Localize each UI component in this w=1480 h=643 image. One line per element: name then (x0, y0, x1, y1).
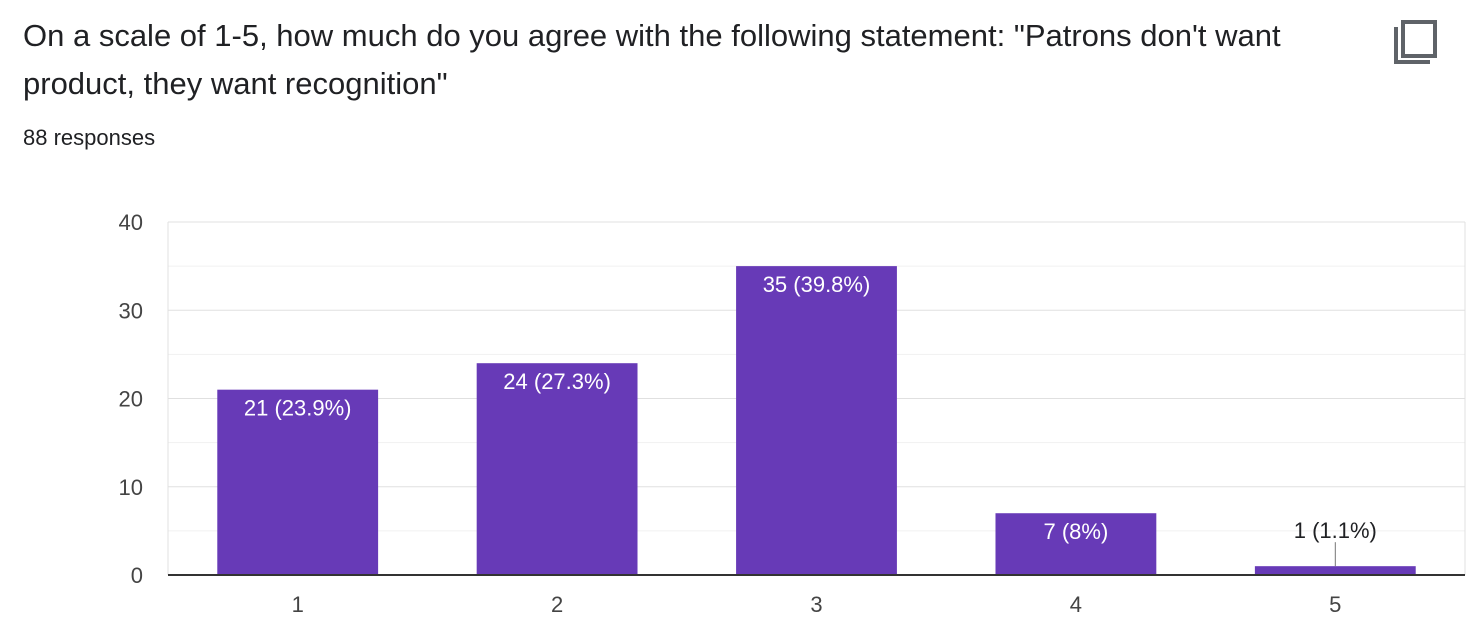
question-title: On a scale of 1-5, how much do you agree… (23, 18, 1281, 101)
data-label: 7 (8%) (1044, 519, 1109, 544)
bar-2 (476, 363, 638, 575)
y-tick-label: 10 (119, 475, 143, 500)
y-tick-label: 0 (131, 563, 143, 588)
copy-chart-button[interactable] (1392, 18, 1440, 66)
y-tick-label: 40 (119, 210, 143, 235)
x-tick-label: 3 (810, 592, 822, 617)
chart-bars (217, 266, 1416, 575)
chart-data-labels: 21 (23.9%) 24 (27.3%) 35 (39.8%) 7 (8%) 1 (1… (244, 272, 1377, 567)
copy-icon (1394, 20, 1437, 64)
bar-3 (736, 266, 897, 575)
bar-5 (1254, 566, 1416, 575)
x-tick-label: 5 (1329, 592, 1341, 617)
data-label: 1 (1.1%) (1294, 518, 1377, 543)
y-tick-label: 20 (119, 387, 143, 412)
data-label: 35 (39.8%) (763, 272, 871, 297)
y-tick-label: 30 (119, 298, 143, 323)
response-count: 88 responses (23, 125, 156, 150)
chart-axes: 0 10 20 30 40 1 2 3 4 5 (119, 210, 1465, 617)
x-tick-label: 2 (551, 592, 563, 617)
data-label: 21 (23.9%) (244, 396, 352, 421)
x-tick-label: 4 (1070, 592, 1082, 617)
data-label: 24 (27.3%) (503, 369, 611, 394)
x-tick-label: 1 (292, 592, 304, 617)
bar-4 (995, 513, 1157, 575)
bar-1 (217, 389, 379, 575)
